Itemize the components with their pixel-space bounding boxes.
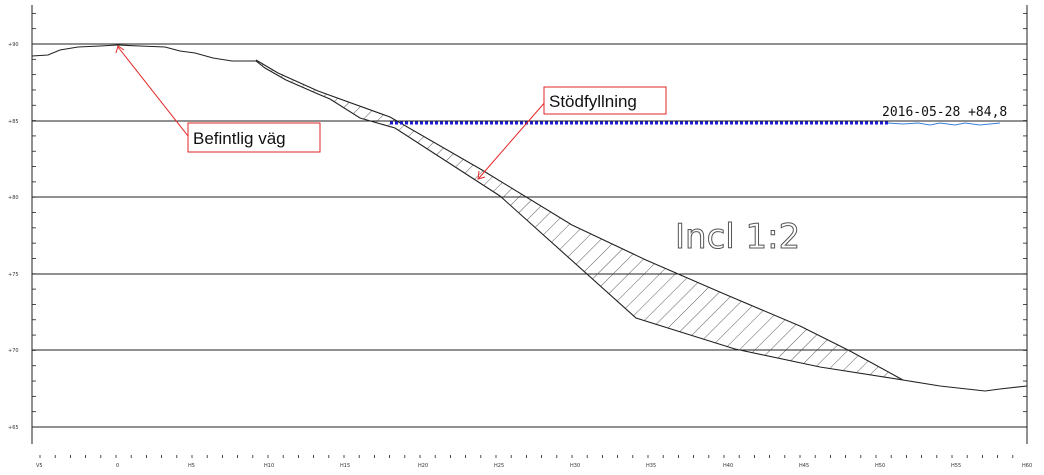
existing-road-callout [187,122,321,153]
support-fill-hatch [256,60,903,380]
y-label-70: +70 [8,348,19,354]
y-label-75: +75 [8,272,19,278]
x-label-h60: H60 [1022,463,1032,469]
x-axis-labels: V5 0 H5 H10 H15 H20 H25 H30 H35 H40 H45 … [36,463,1032,469]
axis-ticks [32,12,1027,458]
water-level-label: 2016-05-28 +84,8 [882,105,1007,120]
existing-ground-profile [31,44,1028,392]
existing-road-label: Befintlig väg [193,129,286,148]
support-fill-callout [543,86,667,115]
y-axis-labels: +90 +85 +80 +75 +70 +65 [8,42,19,431]
x-label-h5: H5 [188,463,195,469]
inclination-label: Incl 1:2 [675,217,800,257]
y-label-85: +85 [8,119,19,125]
water-ripple [887,122,1001,126]
x-label-h45: H45 [799,463,809,469]
x-label-h40: H40 [723,463,733,469]
y-label-80: +80 [8,195,19,201]
x-label-v5: V5 [36,463,43,469]
y-label-65: +65 [8,425,19,431]
x-label-h25: H25 [494,463,504,469]
x-label-h20: H20 [418,463,428,469]
support-fill-surface [255,59,904,381]
x-label-h15: H15 [340,463,350,469]
existing-road-arrowhead [115,45,125,54]
x-label-h55: H55 [951,463,961,469]
y-label-90: +90 [8,42,19,48]
x-label-h35: H35 [646,463,656,469]
support-fill-arrowhead [477,170,486,180]
support-fill-label: Stödfyllning [549,92,637,111]
x-label-h30: H30 [570,463,580,469]
x-label-0: 0 [116,463,119,469]
support-fill-leader [478,100,547,179]
elevation-grid [32,43,1027,428]
x-label-h50: H50 [875,463,885,469]
x-label-h10: H10 [264,463,274,469]
existing-road-leader [117,46,189,137]
